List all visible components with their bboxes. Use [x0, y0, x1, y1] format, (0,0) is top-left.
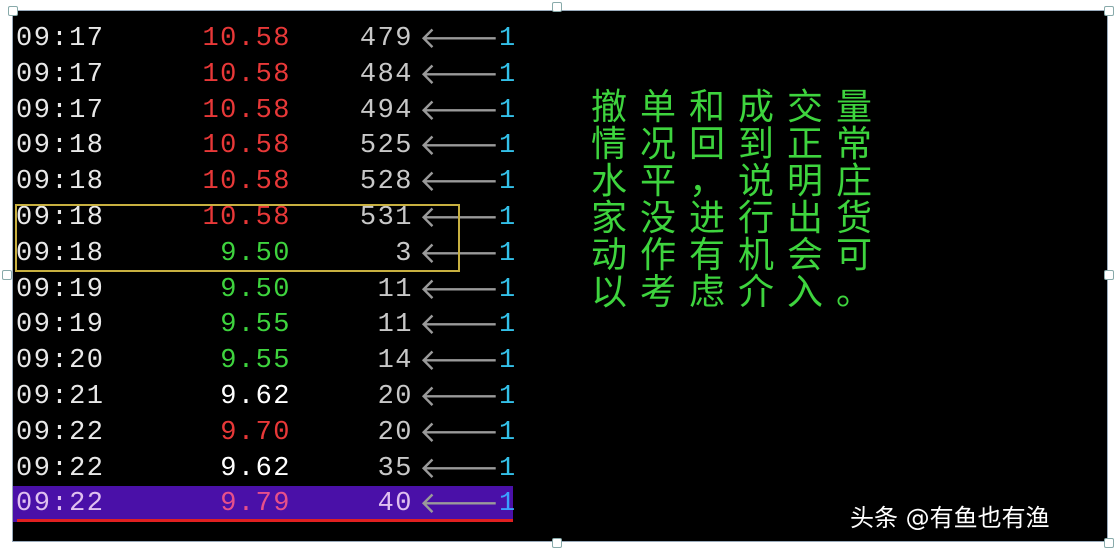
tick-count: 1 — [499, 238, 517, 269]
tick-row[interactable]: 09:22 9.62 35 🡐 1 — [13, 450, 515, 487]
tick-time: 09:21 — [16, 382, 105, 412]
tick-count: 1 — [499, 382, 517, 412]
tick-count: 1 — [499, 453, 517, 484]
tick-time: 09:19 — [16, 310, 105, 341]
tick-count: 1 — [499, 346, 517, 377]
tick-count: 1 — [499, 24, 517, 54]
tick-time: 09:22 — [16, 489, 105, 520]
tick-count: 1 — [499, 417, 517, 448]
tick-time: 09:18 — [16, 131, 105, 162]
tick-row[interactable]: 09:19 9.50 11 🡐 1 — [13, 271, 515, 308]
tick-screen: 09:17 10.58 479 🡐 1 09:17 10.58 484 🡐 1 09:17 10.58… — [12, 10, 1108, 542]
tick-count: 1 — [499, 59, 517, 90]
tick-count: 1 — [499, 131, 517, 162]
tick-row[interactable]: 09:18 10.58 525 🡐 1 — [13, 128, 515, 164]
left-arrow-icon: 🡐 — [419, 21, 500, 56]
left-arrow-icon: 🡐 — [419, 307, 500, 343]
tick-row[interactable]: 09:19 9.55 11 🡐 1 — [13, 307, 515, 343]
tick-volume: 11 — [377, 274, 413, 305]
annotation-box — [15, 204, 460, 272]
tick-price: 10.58 — [202, 203, 291, 233]
resize-handle[interactable] — [552, 2, 562, 12]
tick-volume: 35 — [377, 453, 413, 484]
resize-handle[interactable] — [1104, 270, 1114, 280]
tick-row[interactable]: 09:17 10.58 484 🡐 1 — [13, 56, 515, 93]
annotation-note: 撤单和成交量情况回到正常水平，说明庄家没进行出货动作有机会可以考虑介入。 — [591, 87, 886, 313]
tick-volume: 20 — [377, 382, 413, 412]
tick-row[interactable]: 09:18 9.50 3 🡐 1 — [13, 236, 515, 272]
tick-row[interactable]: 09:17 10.58 494 🡐 1 — [13, 92, 515, 129]
watermark: 头条 @有鱼也有渔 — [850, 504, 1050, 532]
tick-count: 1 — [499, 310, 517, 341]
selection-underline — [17, 519, 513, 522]
tick-volume: 3 — [395, 238, 413, 269]
resize-handle[interactable] — [1104, 538, 1114, 548]
tick-time: 09:18 — [16, 167, 105, 198]
tick-price: 9.50 — [220, 274, 291, 305]
tick-volume: 528 — [359, 167, 413, 198]
resize-handle[interactable] — [2, 270, 12, 280]
tick-volume: 494 — [359, 95, 413, 126]
tick-time: 09:18 — [16, 238, 105, 269]
tick-price: 10.58 — [202, 59, 291, 90]
tick-price: 9.55 — [220, 310, 291, 341]
tick-count: 1 — [499, 167, 517, 198]
tick-price: 9.50 — [220, 238, 291, 269]
tick-volume: 479 — [359, 24, 413, 54]
left-arrow-icon: 🡐 — [419, 450, 500, 486]
tick-row[interactable]: 09:17 10.58 479 🡐 1 — [13, 21, 515, 57]
tick-price: 9.79 — [220, 489, 291, 520]
tick-price: 9.55 — [220, 346, 291, 377]
resize-handle[interactable] — [8, 6, 18, 16]
tick-volume: 20 — [377, 417, 413, 448]
tick-price: 9.62 — [220, 453, 291, 484]
tick-price: 10.58 — [202, 95, 291, 126]
tick-price: 9.70 — [220, 417, 291, 448]
tick-volume: 40 — [377, 489, 413, 520]
tick-price: 10.58 — [202, 24, 291, 54]
tick-price: 10.58 — [202, 131, 291, 162]
left-arrow-icon: 🡐 — [419, 164, 500, 200]
tick-row-selected[interactable]: 09:22 9.79 40 🡐 1 — [13, 486, 515, 523]
tick-count: 1 — [499, 203, 517, 233]
left-arrow-icon: 🡐 — [419, 379, 500, 414]
tick-price: 10.58 — [202, 167, 291, 198]
tick-row[interactable]: 09:20 9.55 14 🡐 1 — [13, 343, 515, 379]
tick-count: 1 — [499, 274, 517, 305]
left-arrow-icon: 🡐 — [419, 343, 500, 379]
left-arrow-icon: 🡐 — [419, 486, 500, 522]
resize-handle[interactable] — [552, 538, 562, 548]
left-arrow-icon: 🡐 — [419, 271, 500, 307]
tick-volume: 531 — [359, 203, 413, 233]
tick-time: 09:17 — [16, 59, 105, 90]
tick-count: 1 — [499, 489, 517, 520]
left-arrow-icon: 🡐 — [419, 56, 500, 92]
left-arrow-icon: 🡐 — [419, 414, 500, 450]
tick-volume: 11 — [377, 310, 413, 341]
tick-time: 09:17 — [16, 24, 105, 54]
left-arrow-icon: 🡐 — [419, 128, 500, 164]
tick-volume: 484 — [359, 59, 413, 90]
left-arrow-icon: 🡐 — [419, 92, 500, 128]
tick-time: 09:22 — [16, 453, 105, 484]
tick-price: 9.62 — [220, 382, 291, 412]
tick-time: 09:22 — [16, 417, 105, 448]
resize-handle[interactable] — [1104, 6, 1114, 16]
tick-time: 09:19 — [16, 274, 105, 305]
tick-volume: 525 — [359, 131, 413, 162]
tick-time: 09:18 — [16, 203, 105, 233]
tick-row[interactable]: 09:22 9.70 20 🡐 1 — [13, 414, 515, 451]
tick-time: 09:17 — [16, 95, 105, 126]
tick-count: 1 — [499, 95, 517, 126]
tick-row[interactable]: 09:18 10.58 528 🡐 1 — [13, 164, 515, 200]
tick-volume: 14 — [377, 346, 413, 377]
tick-row[interactable]: 09:21 9.62 20 🡐 1 — [13, 379, 515, 415]
tick-time: 09:20 — [16, 346, 105, 377]
